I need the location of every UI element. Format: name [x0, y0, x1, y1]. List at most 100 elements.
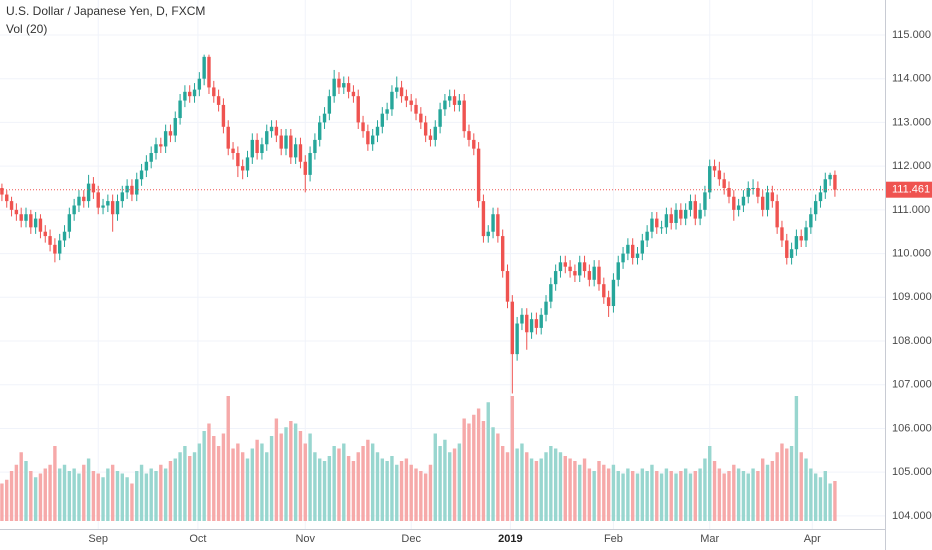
- volume-bar: [279, 433, 283, 521]
- candle-body: [481, 201, 486, 237]
- candle-body: [385, 109, 389, 114]
- volume-bar: [115, 471, 120, 521]
- candle-body: [188, 91, 192, 97]
- candle-body: [82, 196, 86, 202]
- candle-body: [597, 266, 601, 285]
- volume-bar: [438, 446, 442, 521]
- candle-body: [207, 56, 211, 88]
- y-tick-label: 110.000: [892, 247, 931, 259]
- candle-body: [785, 240, 789, 258]
- volume-bar: [135, 471, 139, 521]
- candle-body: [602, 284, 606, 298]
- candles: [0, 54, 885, 394]
- volume-bar: [183, 446, 187, 521]
- candle-body: [293, 144, 298, 158]
- volume-bar: [226, 396, 230, 521]
- candle-body: [101, 205, 105, 208]
- x-tick-label: Dec: [401, 533, 421, 545]
- candle-body: [274, 126, 279, 136]
- volume-bar: [255, 439, 259, 521]
- volume-bar: [399, 461, 404, 521]
- y-tick-label: 111.000: [892, 204, 930, 216]
- candle-body: [823, 179, 827, 193]
- volume-bar: [250, 448, 255, 521]
- volume-bar: [732, 464, 736, 521]
- candle-body: [428, 135, 433, 140]
- candle-body: [130, 185, 134, 195]
- candle-body: [746, 187, 750, 197]
- volume-bar: [476, 408, 481, 521]
- volume-bar: [385, 461, 389, 521]
- candle-body: [240, 166, 245, 171]
- candle-body: [799, 236, 803, 241]
- candle-body: [467, 131, 471, 140]
- volume-bar: [674, 473, 678, 521]
- candle-body: [457, 100, 462, 105]
- candle-body: [722, 179, 726, 188]
- candle-body: [760, 196, 765, 210]
- candle-body: [404, 96, 409, 101]
- volume-bar: [173, 458, 177, 521]
- volume-bar: [616, 471, 620, 521]
- volume-bar: [404, 458, 409, 521]
- candle-body: [279, 135, 283, 149]
- candle-body: [611, 279, 616, 307]
- volume-bar: [289, 421, 293, 521]
- candle-body: [563, 262, 567, 267]
- candle-body: [110, 201, 115, 215]
- candle-body: [630, 244, 635, 258]
- candle-body: [313, 139, 317, 154]
- volume-bar: [587, 468, 592, 521]
- volume-bar: [818, 477, 823, 521]
- volume-bar: [149, 468, 153, 521]
- y-tick-label: 112.000: [892, 160, 931, 172]
- candle-body: [106, 201, 110, 206]
- volume-bar: [212, 436, 216, 521]
- candle-body: [587, 271, 592, 280]
- candle-body: [212, 87, 216, 97]
- volume-bar: [717, 468, 722, 521]
- candle-body: [86, 183, 91, 202]
- volume-bar: [626, 468, 630, 521]
- candle-body: [322, 113, 327, 123]
- candle-body: [395, 87, 399, 92]
- x-tick-label: Oct: [189, 533, 206, 545]
- volume-bar: [308, 433, 312, 521]
- volume-bar: [775, 452, 779, 521]
- volume-bar: [72, 468, 76, 521]
- candle-body: [804, 227, 808, 241]
- candle-body: [356, 96, 360, 123]
- candle-body: [19, 214, 23, 221]
- candle-body: [197, 78, 202, 90]
- candle-body: [780, 227, 784, 241]
- candle-body: [202, 56, 206, 79]
- volume-bar: [428, 464, 433, 521]
- candle-body: [765, 192, 770, 210]
- candle-body: [318, 122, 322, 140]
- volume-bar: [592, 471, 596, 521]
- y-tick-label: 113.000: [892, 116, 931, 128]
- volume-bar: [500, 446, 505, 521]
- candle-body: [510, 301, 515, 355]
- volume-bar: [582, 458, 587, 521]
- candle-body: [606, 297, 611, 307]
- volume-bar: [558, 452, 563, 521]
- volume-bar: [240, 452, 245, 521]
- candle-body: [168, 131, 173, 136]
- volume-bar: [298, 431, 303, 521]
- candle-body: [284, 135, 288, 149]
- candle-body: [833, 174, 837, 190]
- candle-body: [67, 214, 72, 232]
- x-tick-label: Sep: [88, 533, 108, 545]
- volume-bar: [197, 443, 202, 521]
- candle-body: [659, 227, 664, 229]
- volume-bar: [712, 461, 717, 521]
- volume-bar: [472, 414, 476, 521]
- volume-bar: [269, 436, 274, 521]
- candle-body: [655, 218, 659, 228]
- volume-bar: [144, 473, 149, 521]
- volume-bar: [163, 468, 168, 521]
- volume-bar: [727, 471, 731, 521]
- volume-bar: [650, 464, 654, 521]
